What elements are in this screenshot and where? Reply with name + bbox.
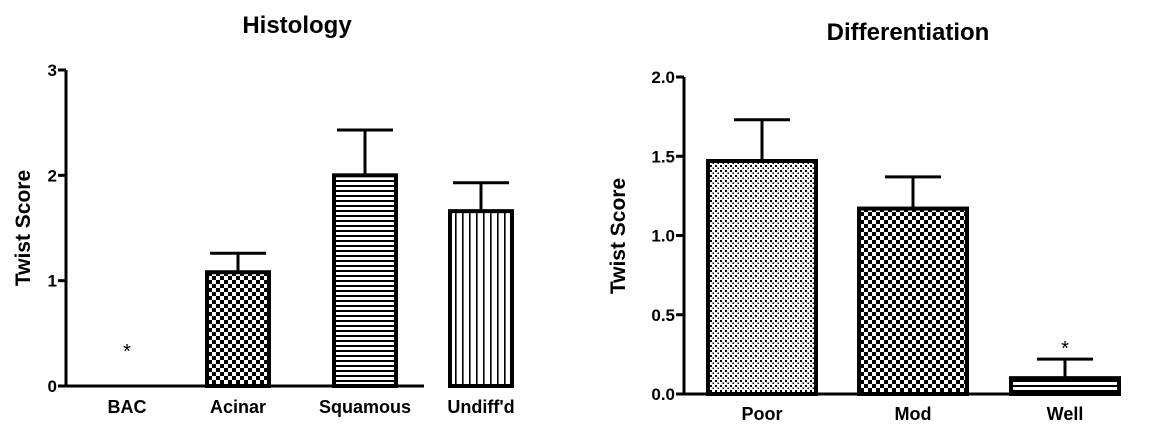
y-axis-label: Twist Score	[607, 178, 630, 294]
x-tick-label: Acinar	[210, 397, 266, 417]
y-tick-label: 2.0	[651, 68, 675, 87]
chart-title: Differentiation	[827, 19, 990, 46]
y-tick-label: 0	[48, 377, 57, 396]
bar-poor	[706, 159, 818, 396]
histology-chart: Histology Twist Score 0 1 2 3 BAC Acinar Squam…	[12, 12, 515, 417]
bar-well	[1009, 376, 1121, 396]
x-tick-label: Poor	[741, 404, 782, 424]
differentiation-chart: Differentiation Twist Score 0.0 0.5 1.0 1.5…	[607, 19, 1121, 424]
chart-title: Histology	[242, 12, 352, 39]
y-axis-label: Twist Score	[12, 170, 35, 286]
x-tick-label: Undiff'd	[447, 397, 514, 417]
y-tick-label: 1.5	[651, 147, 675, 166]
x-tick-label: BAC	[108, 397, 147, 417]
y-tick-label: 0.5	[651, 306, 675, 325]
x-tick-label: Well	[1047, 404, 1084, 424]
y-tick-label: 2	[48, 166, 57, 185]
y-tick-label: 0.0	[651, 385, 675, 404]
significance-marker: *	[1061, 338, 1069, 360]
bar-squamous	[332, 173, 398, 388]
significance-marker: *	[123, 341, 131, 363]
y-tick-label: 1.0	[651, 227, 675, 246]
bar-acinar	[205, 270, 271, 388]
x-tick-label: Mod	[895, 404, 932, 424]
bar-mod	[857, 206, 969, 396]
x-tick-label: Squamous	[319, 397, 411, 417]
y-tick-label: 1	[48, 272, 57, 291]
y-tick-label: 3	[48, 61, 57, 80]
bar-undiff-d	[448, 209, 514, 388]
